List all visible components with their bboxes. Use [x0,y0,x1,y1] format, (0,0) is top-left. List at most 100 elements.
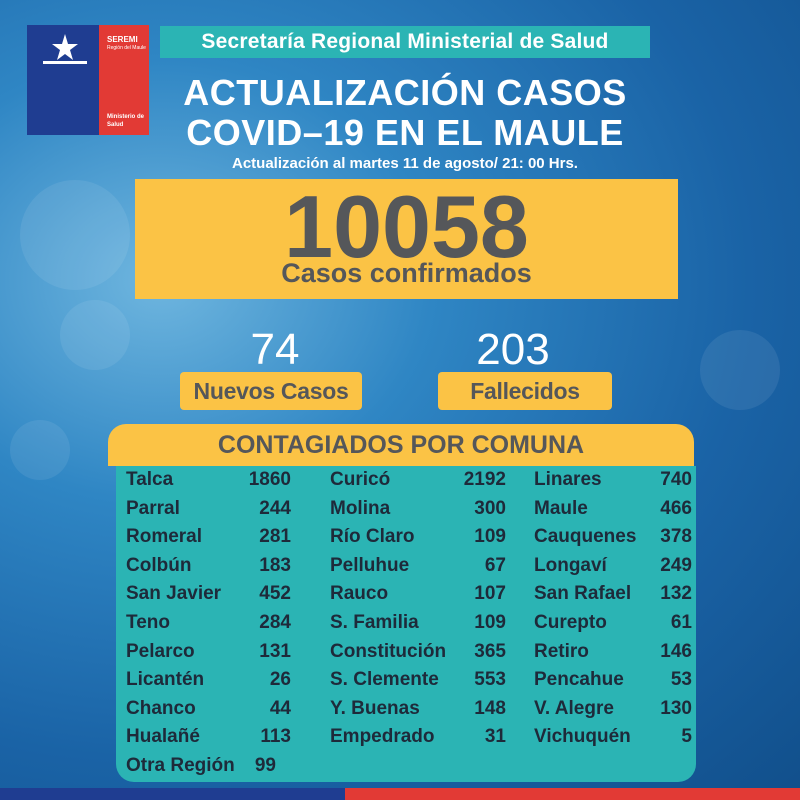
commune-name: Teno [126,612,170,633]
background-bokeh [10,420,70,480]
commune-cases: 113 [260,726,291,748]
new-cases-label: Nuevos Casos [180,372,362,410]
commune-cases: 244 [259,497,291,519]
commune-row: S. Familia 109 [330,612,506,640]
background-bokeh [60,300,130,370]
commune-row: Pelluhue 67 [330,555,506,583]
background-bokeh [20,180,130,290]
commune-cases: 107 [474,583,506,605]
commune-row: Curicó 2192 [330,469,506,497]
commune-row: Talca 1860 [126,469,291,497]
commune-name: Chanco [126,697,196,719]
commune-name: Río Claro [330,526,415,548]
commune-row: Chanco 44 [126,698,291,726]
commune-cases: 378 [660,526,692,548]
ministry-banner: Secretaría Regional Ministerial de Salud [160,26,650,58]
commune-row: Longaví 249 [534,555,692,583]
title-line-1: ACTUALIZACIÓN CASOS [183,72,627,113]
commune-name: San Javier [126,583,222,605]
commune-cases: 553 [474,669,506,691]
commune-name: Cauquenes [534,526,637,548]
commune-cases: 281 [259,526,291,548]
commune-row: Empedrado 31 [330,726,506,754]
seremi-logo: SEREMI Región del Maule Ministerio de Sa… [27,25,149,135]
commune-row: Rauco 107 [330,583,506,611]
commune-name: Hualañé [126,726,200,748]
commune-cases: 146 [660,640,692,662]
commune-name: Linares [534,469,602,490]
commune-cases: 31 [484,726,506,748]
commune-row: Parral 244 [126,498,291,526]
commune-cases: 365 [474,640,506,662]
coat-of-arms-icon [43,34,87,64]
update-timestamp: Actualización al martes 11 de agosto/ 21… [232,155,578,172]
commune-name: Talca [126,469,174,490]
commune-row: Río Claro 109 [330,526,506,554]
commune-cases: 249 [660,554,692,576]
commune-row: Otra Región 99 [126,755,276,783]
commune-row: Vichuquén 5 [534,726,692,754]
title-line-2: COVID–19 EN EL MAULE [186,112,624,153]
commune-row: Y. Buenas 148 [330,698,506,726]
background-bokeh [700,330,780,410]
commune-name: San Rafael [534,583,632,605]
commune-name: Curicó [330,469,391,490]
commune-cases: 284 [259,612,291,633]
commune-row: Teno 284 [126,612,291,640]
confirmed-cases-value: 10058 [284,177,529,276]
commune-name: Maule [534,497,588,519]
deaths-value: 203 [476,325,550,374]
commune-cases: 452 [259,583,291,605]
commune-cases: 44 [269,697,291,719]
commune-name: V. Alegre [534,697,614,719]
commune-cases: 99 [254,755,276,776]
commune-cases: 61 [670,612,692,633]
commune-name: Colbún [126,554,192,576]
commune-name: Romeral [126,526,203,548]
commune-table-title: CONTAGIADOS POR COMUNA [108,424,694,466]
logo-seremi-text: SEREMI [107,35,138,44]
commune-name: Longaví [534,554,607,576]
commune-name: Rauco [330,583,389,605]
commune-cases: 1860 [248,469,291,490]
commune-name: Y. Buenas [330,697,420,719]
commune-row: Constitución 365 [330,641,506,669]
footer-flag-strip [0,788,800,800]
commune-row: V. Alegre 130 [534,698,692,726]
commune-cases: 109 [474,526,506,548]
commune-name: Pencahue [534,669,624,691]
commune-row: Molina 300 [330,498,506,526]
commune-row: Cauquenes 378 [534,526,692,554]
commune-row: San Javier 452 [126,583,291,611]
commune-row: Maule 466 [534,498,692,526]
commune-cases: 2192 [463,469,506,490]
commune-row: Pencahue 53 [534,669,692,697]
commune-cases: 300 [474,497,506,519]
commune-row: Linares 740 [534,469,692,497]
commune-cases: 5 [681,726,692,748]
commune-cases: 466 [660,497,692,519]
page-title: ACTUALIZACIÓN CASOS COVID–19 EN EL MAULE [150,73,660,153]
commune-row: Curepto 61 [534,612,692,640]
commune-name: Molina [330,497,391,519]
commune-name: Vichuquén [534,726,631,748]
logo-red-panel [99,25,149,135]
commune-row: San Rafael 132 [534,583,692,611]
commune-name: Otra Región [126,755,235,776]
new-cases-value: 74 [250,325,300,374]
footer-blue-band [0,788,345,800]
commune-row: Colbún 183 [126,555,291,583]
commune-cases: 740 [660,469,692,490]
commune-name: S. Clemente [330,669,439,691]
logo-ministry-text: Ministerio de Salud [107,114,145,128]
commune-row: Pelarco 131 [126,641,291,669]
commune-name: Empedrado [330,726,435,748]
commune-cases: 53 [670,669,692,691]
commune-cases: 132 [660,583,692,605]
commune-row: Romeral 281 [126,526,291,554]
commune-cases: 131 [259,640,291,662]
commune-name: Pelarco [126,640,195,662]
commune-name: Retiro [534,640,589,662]
commune-cases: 183 [259,554,291,576]
commune-name: Parral [126,497,180,519]
